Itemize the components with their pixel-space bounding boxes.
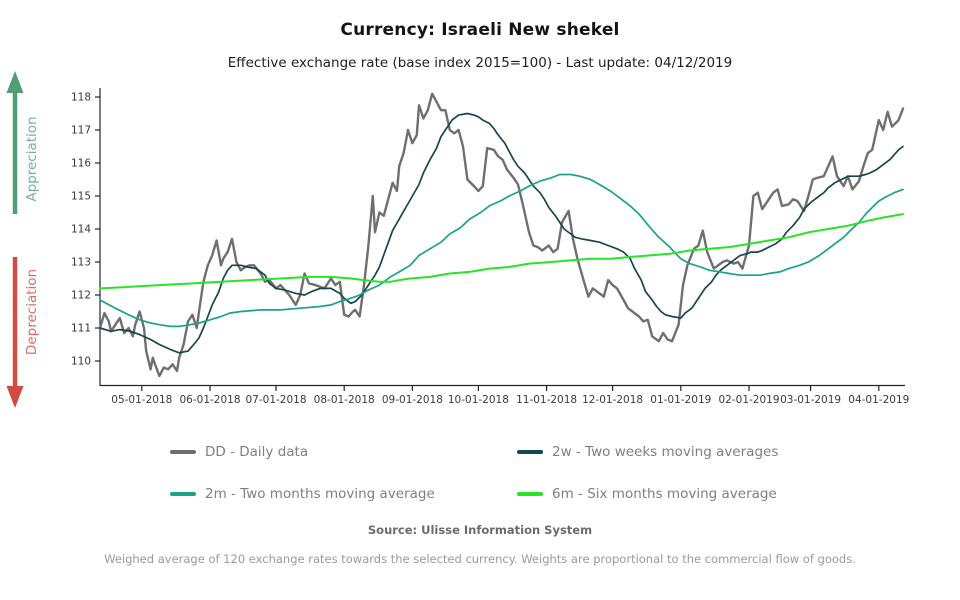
source-text: Source: Ulisse Information System [367, 523, 593, 537]
legend-swatch-dd [170, 450, 196, 454]
page-title: Currency: Israeli New shekel [340, 20, 620, 40]
x-tick-label: 09-01-2018 [382, 394, 443, 406]
y-tick-label: 117 [71, 125, 91, 137]
series-lines [98, 92, 905, 378]
up-arrow-icon [6, 71, 24, 93]
appreciation-indicator: Appreciation [6, 71, 40, 214]
axes: 110 111 112 113 114 115 116 117 118 05-01-2018 06-… [71, 88, 909, 406]
x-tick-label: 05-01-2018 [111, 394, 172, 406]
legend-label-6m: 6m - Six months moving average [552, 486, 777, 502]
footnote-text: Weighed average of 120 exchange rates to… [104, 552, 856, 566]
x-tick-label: 06-01-2018 [179, 394, 240, 406]
appreciation-label: Appreciation [24, 116, 40, 201]
x-tick-label: 02-01-2019 [718, 394, 779, 406]
legend-label-dd: DD - Daily data [205, 444, 309, 460]
y-tick-label: 113 [71, 257, 91, 269]
legend-swatch-2m [170, 492, 196, 496]
x-tick-label: 10-01-2018 [448, 394, 509, 406]
y-tick-label: 118 [71, 92, 91, 104]
page-subtitle: Effective exchange rate (base index 2015… [227, 55, 733, 71]
down-arrow-icon [6, 386, 24, 408]
y-tick-label: 112 [71, 290, 91, 302]
x-tick-label: 01-01-2019 [650, 394, 711, 406]
chart-legend: DD - Daily data 2w - Two weeks moving ave… [170, 444, 810, 502]
legend-item-dd: DD - Daily data [170, 444, 517, 460]
y-tick-label: 110 [71, 356, 91, 368]
x-tick-label: 08-01-2018 [314, 394, 375, 406]
y-tick-label: 115 [71, 191, 91, 203]
axis-spine [99, 88, 905, 387]
legend-item-2m: 2m - Two months moving average [170, 486, 517, 502]
series-line-2w [99, 112, 904, 354]
series-line-2m [99, 173, 904, 328]
legend-label-2m: 2m - Two months moving average [205, 486, 435, 502]
series-line-dd [98, 92, 905, 378]
y-tick-label: 114 [71, 224, 91, 236]
x-tick-label: 11-01-2018 [516, 394, 577, 406]
x-tick-label: 12-01-2018 [582, 394, 643, 406]
legend-label-2w: 2w - Two weeks moving averages [552, 444, 779, 460]
legend-item-2w: 2w - Two weeks moving averages [517, 444, 810, 460]
x-tick-label: 04-01-2019 [848, 394, 909, 406]
y-tick-label: 116 [71, 158, 91, 170]
x-tick-label: 03-01-2019 [780, 394, 841, 406]
x-tick-label: 07-01-2018 [245, 394, 306, 406]
depreciation-label: Depreciation [24, 269, 40, 355]
legend-item-6m: 6m - Six months moving average [517, 486, 810, 502]
legend-swatch-2w [517, 450, 543, 454]
depreciation-indicator: Depreciation [6, 257, 40, 408]
y-tick-label: 111 [71, 323, 91, 335]
legend-swatch-6m [517, 492, 543, 496]
series-line-6m [99, 213, 904, 290]
